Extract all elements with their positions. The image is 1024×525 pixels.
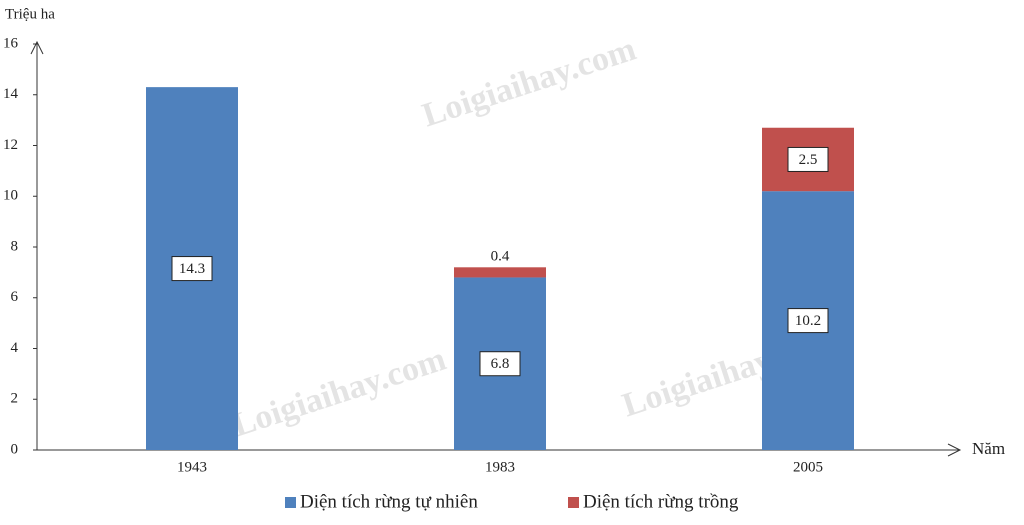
legend-label: Diện tích rừng trồng (583, 491, 739, 512)
legend-swatch (285, 497, 296, 508)
y-tick-label: 4 (11, 340, 19, 356)
x-axis-arrow (947, 443, 962, 457)
y-tick-label: 6 (11, 289, 19, 305)
legend-swatch (568, 497, 579, 508)
legend-label: Diện tích rừng tự nhiên (300, 491, 478, 512)
data-label-box (171, 256, 213, 282)
y-tick-label: 8 (11, 238, 19, 254)
data-label: 6.8 (491, 356, 510, 372)
y-axis-label: Triệu ha (5, 6, 55, 22)
data-label: 0.4 (491, 249, 510, 265)
y-axis-arrow (30, 40, 44, 55)
x-axis-label: Năm (972, 439, 1005, 458)
data-label-box (479, 351, 521, 377)
y-tick-label: 0 (11, 441, 19, 457)
x-tick-label: 2005 (793, 459, 823, 475)
bar-segment (454, 267, 546, 278)
y-tick-label: 14 (3, 86, 19, 102)
y-tick-label: 10 (3, 188, 18, 204)
data-label-box (787, 146, 829, 172)
data-label: 14.3 (179, 261, 205, 277)
y-tick-label: 12 (3, 137, 18, 153)
data-label-box (787, 308, 829, 334)
y-tick-label: 2 (11, 391, 19, 407)
y-tick-label: 16 (3, 35, 19, 51)
x-tick-label: 1943 (177, 459, 207, 475)
x-tick-label: 1983 (485, 459, 515, 475)
data-label: 10.2 (795, 313, 821, 329)
data-label: 2.5 (799, 152, 818, 168)
